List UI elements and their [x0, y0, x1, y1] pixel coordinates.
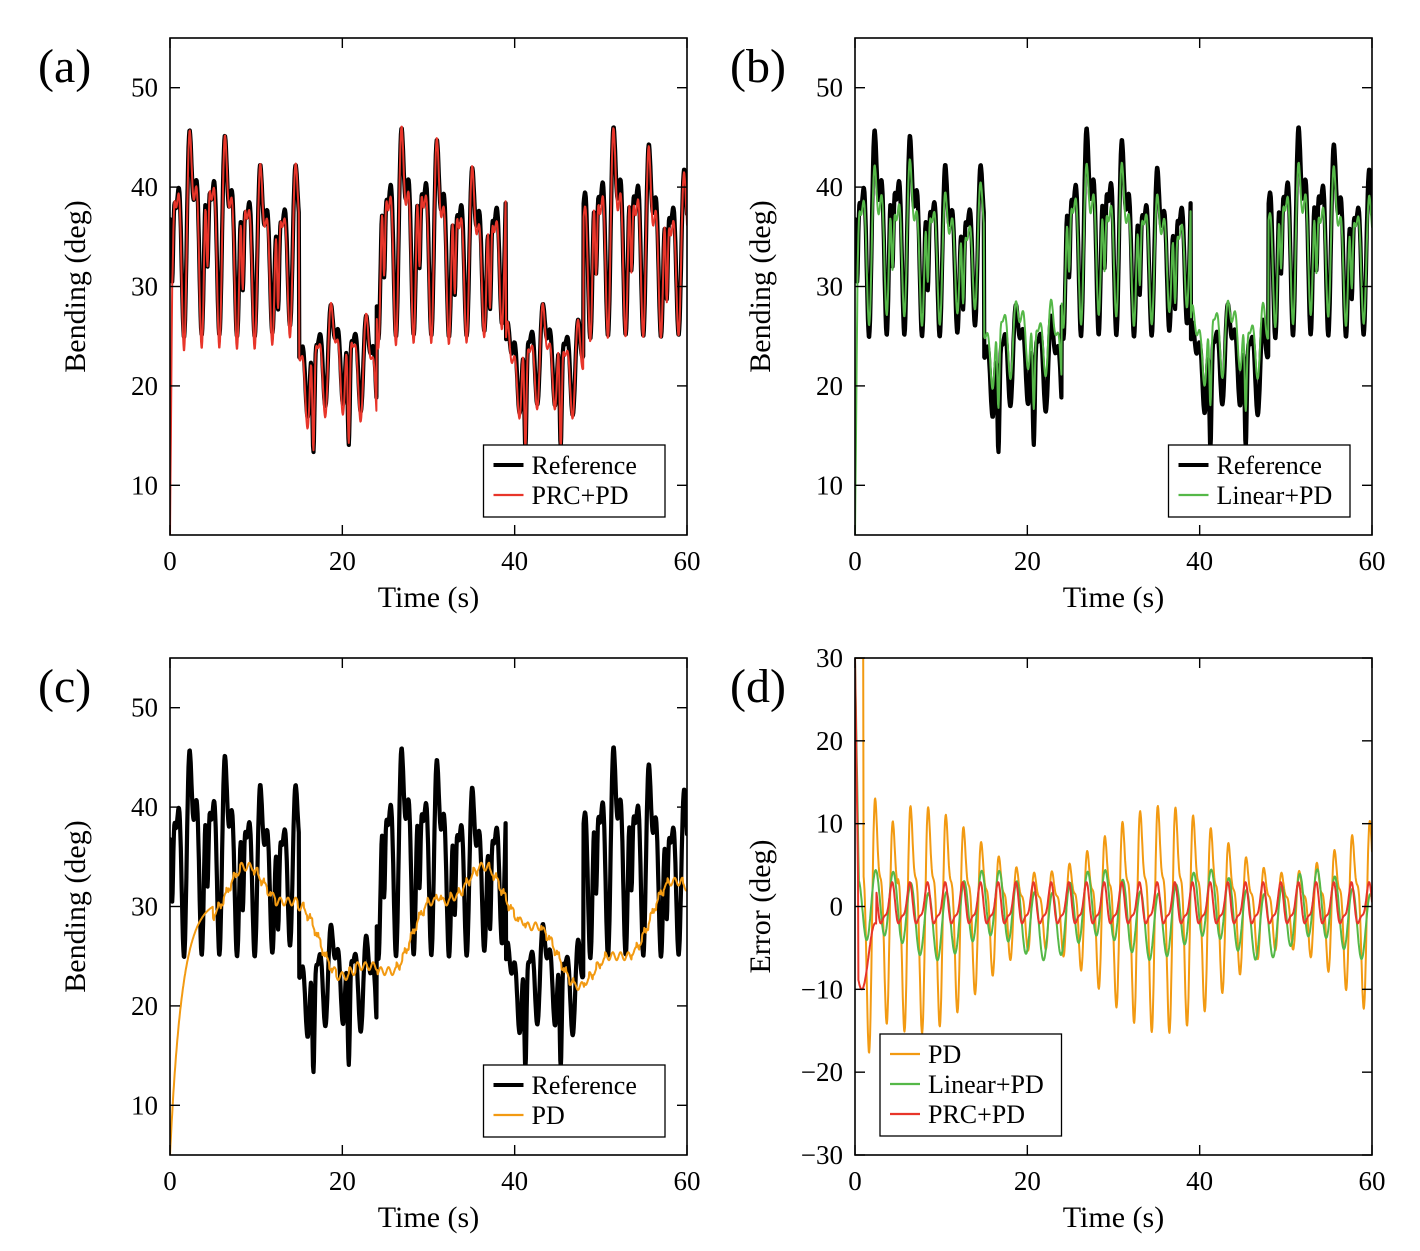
legend-entry: Reference: [1217, 451, 1322, 480]
legend-box: [1167, 444, 1351, 518]
y-tick-label: 10: [131, 1090, 158, 1120]
y-axis-label: Bending (deg): [59, 200, 92, 372]
x-axis-label: Time (s): [1063, 1201, 1164, 1234]
legend-entry: PD: [928, 1040, 961, 1069]
y-tick-label: 20: [816, 726, 843, 756]
x-tick-label: 40: [1186, 546, 1213, 576]
y-tick-label: 50: [131, 693, 158, 723]
x-tick-label: 40: [501, 546, 528, 576]
y-tick-label: 30: [131, 272, 158, 302]
x-tick-label: 20: [329, 546, 356, 576]
x-tick-label: 40: [1186, 1166, 1213, 1196]
y-tick-label: −20: [801, 1057, 843, 1087]
legend-entry: PD: [532, 1101, 565, 1130]
x-tick-label: 20: [329, 1166, 356, 1196]
plot-area: [855, 125, 1372, 535]
legend-box: [482, 444, 666, 518]
series-prc-pd: [170, 125, 687, 535]
panel-d: 0 20 40 60 −30 −20 −10 0 10 20 30 Time (s) Error (de…: [730, 643, 1386, 1234]
y-tick-label: 10: [816, 470, 843, 500]
y-tick-label: 30: [131, 892, 158, 922]
x-tick-label: 0: [848, 1166, 862, 1196]
x-tick-label: 60: [1359, 1166, 1386, 1196]
plot-area: [170, 745, 687, 1155]
y-tick-label: 30: [816, 643, 843, 673]
y-tick-label: 20: [131, 371, 158, 401]
panel-label: (b): [730, 40, 786, 93]
plot-area: [170, 125, 687, 535]
x-tick-label: 60: [1359, 546, 1386, 576]
y-tick-label: 50: [131, 73, 158, 103]
series-linear-pd: [855, 658, 1372, 962]
y-tick-label: 40: [131, 172, 158, 202]
y-tick-label: 40: [131, 792, 158, 822]
legend-entry: Linear+PD: [1217, 481, 1333, 510]
series-pd: [855, 658, 1372, 1054]
x-tick-label: 0: [163, 546, 177, 576]
panel-label: (c): [38, 660, 91, 713]
x-tick-label: 60: [674, 1166, 701, 1196]
series-prc-pd: [855, 658, 1372, 991]
y-axis-label: Error (deg): [744, 839, 777, 973]
plot-area: [855, 658, 1372, 1054]
panel-c: 0 20 40 60 10 20 30 40 50 Time (s) Bending (deg) (c…: [38, 657, 701, 1234]
x-tick-label: 0: [163, 1166, 177, 1196]
y-tick-label: 10: [816, 809, 843, 839]
series-reference: [170, 745, 687, 1075]
legend-entry: PRC+PD: [532, 481, 629, 510]
legend-box: [482, 1064, 666, 1138]
legend-entry: Linear+PD: [928, 1070, 1044, 1099]
panel-label: (a): [38, 40, 91, 93]
y-axis-label: Bending (deg): [59, 820, 92, 992]
series-pd: [170, 861, 687, 1155]
x-tick-label: 60: [674, 546, 701, 576]
legend-entry: Reference: [532, 1071, 637, 1100]
panel-label: (d): [730, 660, 786, 713]
y-tick-label: 0: [830, 892, 844, 922]
y-axis-label: Bending (deg): [744, 200, 777, 372]
legend-entry: Reference: [532, 451, 637, 480]
y-tick-label: 20: [816, 371, 843, 401]
y-tick-label: 40: [816, 172, 843, 202]
y-tick-label: 20: [131, 991, 158, 1021]
x-tick-label: 20: [1014, 1166, 1041, 1196]
y-tick-label: 50: [816, 73, 843, 103]
panel-a: 0 20 40 60 10 20 30 40 50 Time (s) Bending (deg) (a…: [38, 37, 701, 614]
y-tick-label: −30: [801, 1140, 843, 1170]
panel-b: 0 20 40 60 10 20 30 40 50 Time (s) Bending (deg) (b…: [730, 37, 1386, 614]
x-axis-label: Time (s): [378, 1201, 479, 1234]
legend-entry: PRC+PD: [928, 1100, 1025, 1129]
x-tick-label: 20: [1014, 546, 1041, 576]
x-axis-label: Time (s): [1063, 581, 1164, 614]
series-linear-pd: [855, 158, 1372, 535]
y-tick-label: −10: [801, 974, 843, 1004]
y-tick-label: 30: [816, 272, 843, 302]
x-tick-label: 0: [848, 546, 862, 576]
x-tick-label: 40: [501, 1166, 528, 1196]
x-axis-label: Time (s): [378, 581, 479, 614]
y-tick-label: 10: [131, 470, 158, 500]
